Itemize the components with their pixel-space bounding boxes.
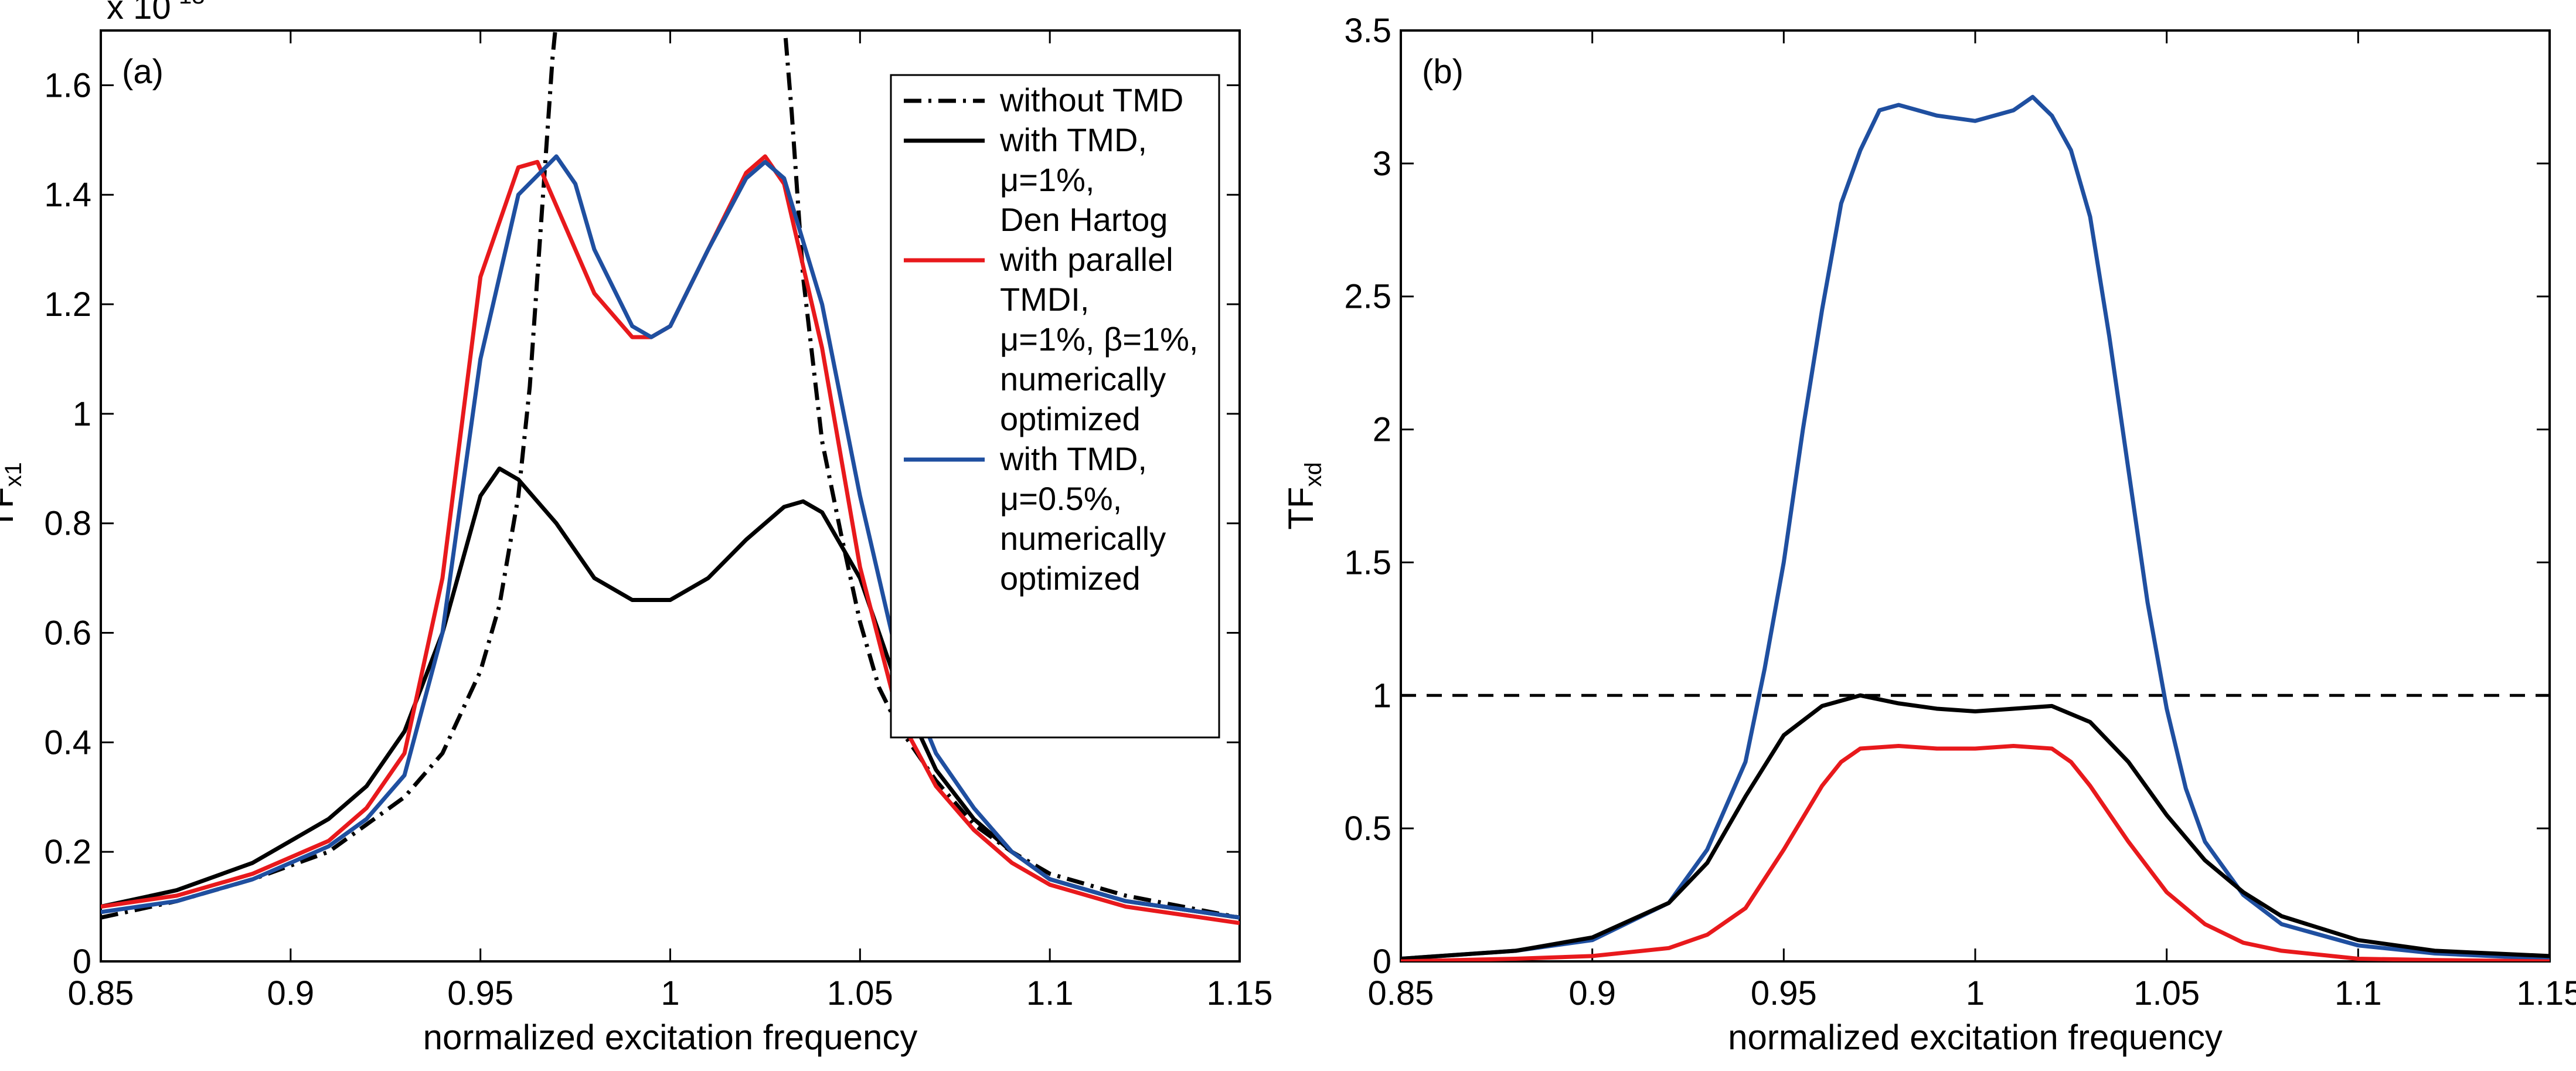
- legend-text: with parallel: [999, 241, 1173, 278]
- x-tick-label: 0.95: [1751, 974, 1817, 1012]
- legend-text: optimized: [1000, 400, 1141, 437]
- x-tick-label: 1.05: [2133, 974, 2200, 1012]
- x-tick-label: 0.95: [447, 974, 513, 1012]
- panel-a-exponent: x 10-13: [107, 0, 205, 26]
- y-tick-label: 0.6: [44, 614, 91, 652]
- x-tick-label: 0.9: [1568, 974, 1616, 1012]
- y-tick-label: 1.5: [1344, 543, 1391, 582]
- panel-b-xlabel: normalized excitation frequency: [1728, 1018, 2223, 1057]
- legend-text: μ=1%,: [1000, 161, 1094, 198]
- y-tick-label: 2: [1373, 411, 1391, 449]
- legend-text: TMDI,: [1000, 281, 1089, 318]
- panel-b-ylabel-sub: xd: [1301, 462, 1326, 487]
- panel-b-series-group: [1401, 94, 2550, 961]
- y-tick-label: 1: [73, 395, 91, 433]
- y-tick-label: 0.4: [44, 723, 91, 761]
- x-tick-label: 1.15: [2517, 974, 2576, 1012]
- series-line-without_tmd: [101, 30, 1240, 920]
- panel-a-ticks: 0.85 0.9 0.95 1 1.05 1.1 1.15 0 0.2 0.4 0.6 0.8 1 1.2…: [44, 30, 1272, 1012]
- y-tick-label: 0: [1373, 943, 1391, 981]
- legend-text: μ=1%, β=1%,: [1000, 321, 1198, 358]
- y-tick-label: 3: [1373, 145, 1391, 183]
- y-tick-label: 1.6: [44, 66, 91, 104]
- x-tick-label: 1: [1966, 974, 1985, 1012]
- x-tick-label: 0.85: [1368, 974, 1434, 1012]
- y-tick-label: 0: [73, 943, 91, 981]
- legend-text: without TMD: [999, 81, 1183, 118]
- series-line-tmdi: [1401, 744, 2550, 961]
- legend-text: numerically: [1000, 520, 1166, 557]
- panel-b: 0.85 0.9 0.95 1 1.05 1.1 1.1500.511.522.533.5 …: [1281, 12, 2576, 1057]
- panel-b-ylabel: TFxd: [1281, 462, 1326, 530]
- panel-b-ylabel-main: TF: [1281, 487, 1321, 529]
- y-tick-label: 0.8: [44, 505, 91, 543]
- panel-a-ylabel-sub: x1: [1, 462, 26, 487]
- panel-a-series-group: [101, 30, 1240, 926]
- y-tick-label: 3.5: [1344, 12, 1391, 50]
- panel-a-xlabel: normalized excitation frequency: [423, 1018, 918, 1057]
- x-tick-label: 1.1: [1026, 974, 1074, 1012]
- y-tick-label: 0.2: [44, 833, 91, 871]
- panel-b-label: (b): [1422, 53, 1464, 91]
- panel-a-exponent-prefix: x 10: [107, 0, 171, 26]
- y-tick-label: 1: [1373, 676, 1391, 715]
- x-tick-label: 1: [661, 974, 679, 1012]
- y-tick-label: 2.5: [1344, 278, 1391, 316]
- series-line-tmd_1: [1401, 693, 2550, 961]
- legend-text: Den Hartog: [1000, 201, 1168, 238]
- x-tick-label: 1.05: [827, 974, 893, 1012]
- y-tick-label: 1.2: [44, 285, 91, 324]
- legend-text: with TMD,: [999, 121, 1147, 158]
- x-tick-label: 1.1: [2335, 974, 2382, 1012]
- panel-a: 0.85 0.9 0.95 1 1.05 1.1 1.15 0 0.2 0.4 0.6 0.8 1 1.2…: [0, 0, 1272, 1057]
- x-tick-label: 0.9: [267, 974, 315, 1012]
- series-line-tmd_1: [101, 466, 1240, 920]
- x-tick-label: 0.85: [68, 974, 134, 1012]
- legend-text: with TMD,: [999, 440, 1147, 477]
- legend-box: [890, 74, 1220, 739]
- legend-text: numerically: [1000, 361, 1166, 397]
- legend-text: μ=0.5%,: [1000, 480, 1122, 517]
- legend-text: optimized: [1000, 560, 1141, 597]
- x-tick-label: 1.15: [1207, 974, 1273, 1012]
- series-line-tmd_05: [1401, 94, 2550, 961]
- panel-a-ylabel-main: TF: [0, 487, 21, 529]
- panel-a-label: (a): [122, 53, 164, 91]
- panel-a-exponent-power: -13: [171, 0, 205, 9]
- y-tick-label: 0.5: [1344, 810, 1391, 848]
- y-tick-label: 1.4: [44, 176, 91, 214]
- series-line-tmd_05: [101, 154, 1240, 920]
- panel-a-ylabel: TFx1: [0, 462, 26, 530]
